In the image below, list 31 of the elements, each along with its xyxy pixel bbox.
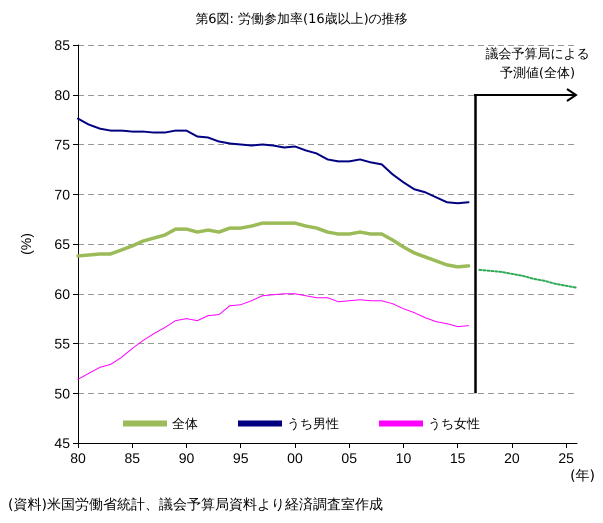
y-tick-label: 50 <box>54 385 70 402</box>
x-tick-label: 15 <box>450 450 466 466</box>
legend-label: うち女性 <box>428 416 480 431</box>
x-tick-label: 05 <box>341 450 358 466</box>
x-axis-title: (年) <box>570 468 596 484</box>
legend-label: 全体 <box>172 416 198 431</box>
y-tick-label: 45 <box>54 435 70 451</box>
y-tick-label: 80 <box>54 86 70 103</box>
y-axis-title: (%) <box>18 233 34 255</box>
text: (資料)米国労働省統計、議会予算局資料より経済調査室作成 <box>8 497 383 513</box>
x-tick-label: 80 <box>70 450 86 466</box>
y-tick-label: 55 <box>54 336 70 352</box>
y-tick-label: 70 <box>54 186 70 202</box>
legend-label: うち男性 <box>287 416 339 431</box>
line-series <box>76 221 470 269</box>
line-series <box>78 293 470 380</box>
y-tick-label: 85 <box>54 37 70 53</box>
x-tick-label: 95 <box>232 450 249 466</box>
line-series <box>478 268 578 289</box>
chart-title: 第6図: 労働参加率(16歳以上)の推移 <box>195 11 408 27</box>
line-series <box>77 118 470 204</box>
x-tick-label: 20 <box>504 450 520 466</box>
x-tick-label: 85 <box>124 450 140 466</box>
x-tick-label: 00 <box>287 450 303 466</box>
y-tick-label: 60 <box>54 286 70 302</box>
x-tick-label: 90 <box>178 450 194 466</box>
ref-line-label: 議会予算局による予測値(全体) <box>484 46 590 83</box>
x-tick-label: 10 <box>396 450 412 466</box>
y-tick-label: 75 <box>54 136 70 152</box>
x-tick-label: 25 <box>558 450 574 466</box>
y-tick-label: 65 <box>54 236 70 252</box>
